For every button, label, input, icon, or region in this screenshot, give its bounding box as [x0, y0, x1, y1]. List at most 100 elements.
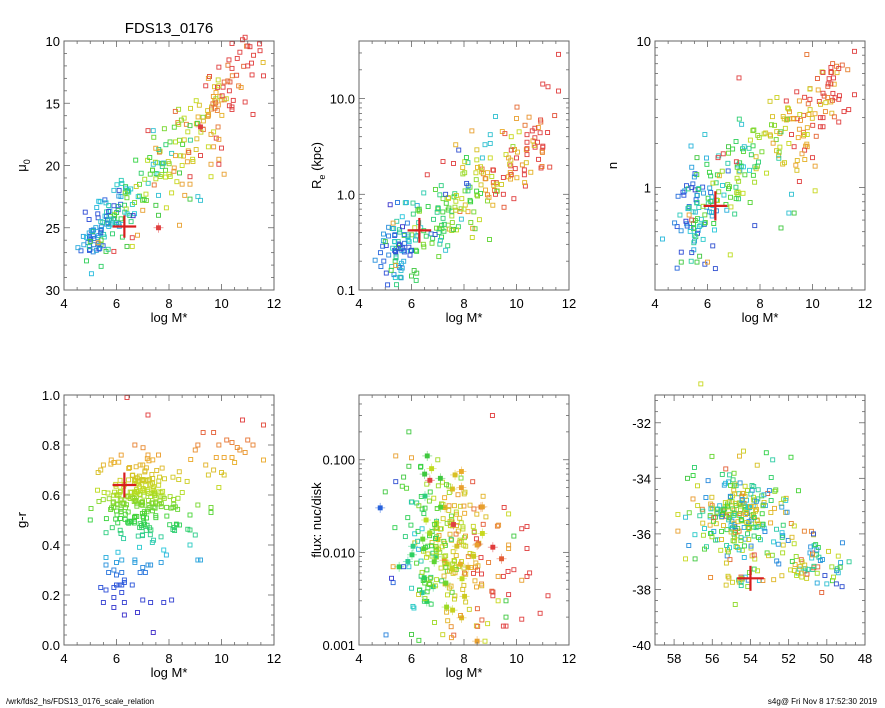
data-point [150, 167, 156, 173]
data-point [135, 533, 141, 539]
data-point [709, 505, 715, 511]
data-point [535, 125, 541, 130]
x-tick-label: 48 [858, 651, 872, 666]
data-point [81, 242, 87, 248]
data-point [805, 566, 811, 572]
data-point [710, 180, 716, 186]
data-point [788, 567, 794, 573]
data-point [424, 589, 430, 595]
x-tick-label: 10 [805, 296, 819, 311]
data-point [226, 57, 232, 63]
data-point [684, 223, 690, 229]
footer-file-path: /wrk/fds2_hs/FDS13_0176_scale_relation [6, 697, 155, 706]
data-point [747, 503, 753, 509]
data-point [524, 573, 530, 579]
data-point [677, 212, 683, 218]
data-point [229, 104, 235, 110]
data-point [445, 243, 451, 249]
data-point [145, 412, 151, 418]
data-point [804, 132, 810, 137]
data-point [482, 142, 488, 148]
data-point [728, 529, 734, 535]
data-point [208, 174, 214, 180]
data-point [446, 490, 452, 496]
data-point [514, 104, 520, 110]
data-point [455, 492, 461, 498]
data-point [806, 112, 812, 117]
data-point [219, 145, 224, 151]
data-point [728, 204, 734, 210]
data-point [471, 570, 476, 576]
data-point [778, 225, 784, 231]
data-point [96, 242, 102, 248]
data-point [195, 502, 201, 508]
data-point [796, 98, 802, 104]
data-point [108, 457, 114, 463]
data-point [163, 552, 169, 558]
data-point [439, 544, 445, 550]
data-point [812, 111, 818, 117]
data-point [122, 516, 128, 522]
data-point [463, 599, 469, 605]
data-point [86, 217, 92, 222]
data-point [774, 95, 780, 100]
data-point [111, 203, 117, 209]
data-point [187, 512, 193, 518]
data-point [779, 504, 785, 510]
data-point [432, 583, 438, 589]
data-point [169, 597, 175, 603]
data-point [150, 630, 156, 635]
data-point [401, 474, 407, 480]
data-point [410, 200, 416, 206]
y-axis-label: μ0 [14, 159, 32, 172]
data-point [412, 225, 418, 231]
data-point [540, 144, 546, 150]
data-point [809, 115, 815, 121]
data-point [471, 209, 477, 215]
data-point [690, 209, 696, 215]
data-point [171, 496, 176, 502]
data-point [416, 637, 422, 643]
data-point [395, 245, 401, 251]
y-tick-label: -36 [632, 527, 651, 542]
data-point [401, 232, 407, 238]
data-point [422, 505, 428, 511]
data-point [78, 248, 84, 254]
data-point [129, 490, 135, 495]
data-point [424, 172, 430, 178]
data-point [167, 494, 173, 500]
y-tick-label: 0.4 [42, 538, 60, 553]
data-point [440, 516, 446, 522]
data-point [540, 143, 546, 149]
data-point [129, 235, 135, 241]
data-point [117, 488, 123, 494]
data-point [229, 107, 235, 112]
data-point [796, 179, 802, 184]
data-point [719, 168, 725, 174]
data-point [524, 524, 530, 530]
data-point [226, 103, 232, 109]
data-point [156, 452, 161, 458]
data-point [216, 136, 222, 142]
data-point [475, 193, 481, 199]
data-point [216, 161, 222, 167]
data-point [187, 123, 193, 129]
x-tick-label: 4 [355, 651, 362, 666]
data-point [503, 152, 509, 158]
data-point [524, 139, 530, 145]
data-point [114, 182, 120, 188]
data-point [833, 581, 839, 587]
data-point [82, 209, 88, 215]
data-point [429, 540, 435, 545]
data-point [242, 99, 248, 105]
data-point [132, 200, 138, 206]
data-point [119, 590, 125, 595]
data-point [786, 140, 792, 146]
data-point [151, 537, 157, 543]
data-point [163, 167, 168, 173]
data-point [750, 143, 756, 149]
data-point [470, 523, 476, 529]
data-point [814, 570, 820, 576]
data-point [442, 495, 448, 501]
data-point [736, 75, 742, 81]
